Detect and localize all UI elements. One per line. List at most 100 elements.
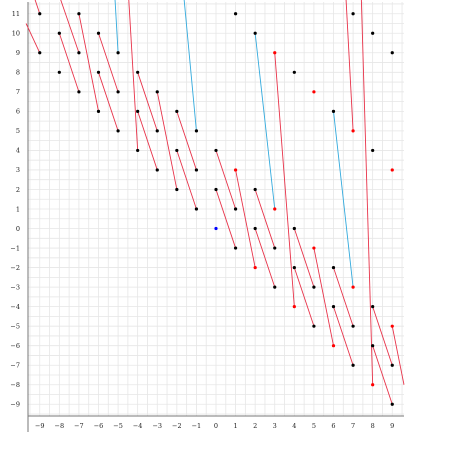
- x-tick-label: −1: [192, 422, 202, 430]
- segment-line: [254, 228, 276, 288]
- segment-line: [215, 150, 237, 210]
- y-tick-label: 8: [16, 69, 20, 77]
- data-point: [233, 207, 238, 211]
- segment-line: [58, 33, 80, 92]
- data-point: [116, 51, 120, 55]
- segment-line: [60, 0, 80, 53]
- x-tick-label: −3: [152, 422, 162, 430]
- data-point: [38, 51, 42, 55]
- segment-line: [128, 0, 139, 151]
- data-point: [253, 187, 257, 192]
- segment-line: [137, 111, 158, 171]
- data-point: [194, 168, 199, 172]
- data-point: [371, 148, 375, 153]
- data-point: [292, 265, 296, 270]
- data-point: [331, 305, 336, 309]
- data-point: [175, 187, 179, 192]
- x-tick-label: −6: [94, 422, 104, 430]
- data-point: [312, 90, 316, 94]
- x-tick-label: 9: [390, 422, 394, 430]
- segment-line: [372, 345, 393, 405]
- y-tick-label: 4: [16, 147, 20, 155]
- y-tick-label: 3: [16, 166, 20, 174]
- y-tick-label: 0: [16, 225, 20, 233]
- x-tick-label: −8: [55, 422, 65, 430]
- x-tick-label: 0: [214, 422, 218, 430]
- data-point: [351, 285, 355, 289]
- segment-line: [114, 0, 119, 53]
- segments: [25, 0, 405, 405]
- data-point: [390, 363, 394, 367]
- data-point: [312, 246, 316, 250]
- x-tick-label: 1: [234, 422, 238, 430]
- data-point: [292, 305, 296, 309]
- y-tick-label: 2: [16, 186, 20, 194]
- data-point: [273, 207, 277, 211]
- segment-line: [313, 247, 334, 346]
- data-point: [116, 90, 120, 94]
- x-tick-label: −2: [172, 422, 182, 430]
- x-tick-label: −5: [113, 422, 123, 430]
- data-point: [214, 187, 218, 192]
- tick-labels: −9 −8 −7 −6 −5 −4 −3 −2 −1 0 1 2 3 4 5 6 7 8 9 −9 −8 −7 −6 −5 −4…: [10, 10, 394, 430]
- data-point: [96, 70, 101, 74]
- y-tick-label: −9: [10, 401, 20, 409]
- segment-line: [34, 0, 41, 14]
- points: [38, 12, 394, 406]
- data-point: [331, 265, 336, 270]
- segment-line: [156, 91, 178, 190]
- x-tick-label: 7: [351, 422, 355, 430]
- grid: [28, 2, 404, 416]
- x-tick-label: −4: [133, 422, 143, 430]
- y-tick-label: 10: [12, 30, 20, 38]
- segment-line: [391, 326, 405, 385]
- data-point: [371, 344, 375, 348]
- data-point: [312, 324, 316, 328]
- y-tick-label: 1: [16, 205, 20, 213]
- data-point: [351, 363, 355, 367]
- data-point: [273, 246, 277, 250]
- data-point: [331, 344, 336, 348]
- y-tick-label: −2: [10, 264, 20, 272]
- data-point: [77, 90, 81, 94]
- x-tick-label: −9: [35, 422, 45, 430]
- segment-line: [215, 189, 237, 249]
- data-point: [194, 129, 199, 133]
- data-point: [273, 285, 277, 289]
- x-tick-label: 6: [331, 422, 335, 430]
- data-point: [292, 226, 296, 231]
- data-point: [371, 305, 375, 309]
- y-tick-label: −5: [10, 322, 20, 330]
- y-tick-label: 5: [16, 127, 20, 135]
- segment-line: [235, 169, 256, 268]
- x-tick-label: 3: [273, 422, 277, 430]
- data-point: [351, 12, 355, 16]
- axes: [27, 2, 404, 432]
- data-point: [312, 285, 316, 289]
- x-tick-label: −7: [74, 422, 84, 430]
- data-point: [175, 109, 179, 113]
- data-point: [77, 51, 81, 55]
- segment-line: [176, 150, 197, 210]
- segment-line: [254, 33, 276, 210]
- data-point: [136, 70, 140, 74]
- data-point: [253, 265, 257, 270]
- segment-line: [360, 0, 374, 385]
- y-tick-label: −7: [10, 362, 20, 370]
- data-point: [214, 148, 218, 153]
- segment-line: [345, 0, 354, 131]
- data-point: [155, 168, 159, 172]
- y-tick-label: −6: [10, 342, 20, 350]
- data-point: [273, 51, 277, 55]
- data-point: [390, 168, 394, 172]
- data-point: [253, 226, 257, 231]
- x-tick-label: 8: [371, 422, 375, 430]
- data-point: [155, 129, 159, 133]
- data-point: [233, 12, 238, 16]
- data-point: [136, 109, 140, 113]
- segment-line: [176, 111, 197, 171]
- y-tick-label: 9: [16, 49, 20, 57]
- y-tick-label: 7: [16, 88, 20, 96]
- segment-line: [333, 306, 354, 366]
